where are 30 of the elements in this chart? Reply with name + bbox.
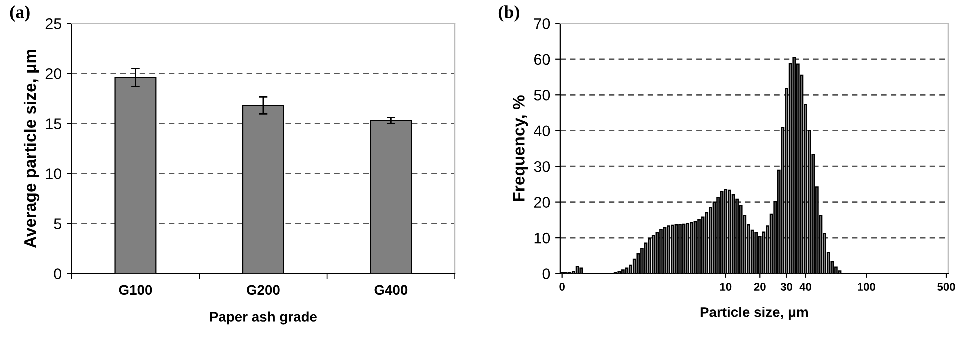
- y-tick-label: 0: [542, 268, 550, 280]
- y-tick-label: 50: [534, 90, 550, 101]
- x-axis-title: Particle size, μm: [700, 307, 808, 320]
- x-tick-label: G100: [119, 285, 152, 296]
- y-axis-title: Frequency, %: [513, 96, 528, 202]
- y-tick-label: 60: [534, 54, 550, 66]
- x-tick-label: 20: [754, 283, 766, 291]
- y-tick-label: 0: [54, 268, 62, 280]
- y-tick-label: 25: [46, 18, 62, 30]
- y-axis-title: Average particle size, μm: [24, 50, 40, 248]
- y-tick-label: 10: [46, 168, 62, 180]
- y-tick-label: 20: [534, 197, 550, 208]
- y-tick-label: 10: [534, 232, 550, 244]
- y-tick-label: 40: [534, 126, 550, 137]
- x-tick-label: G200: [247, 285, 280, 296]
- x-tick-label: 30: [780, 283, 792, 291]
- x-tick-label: 10: [720, 283, 732, 291]
- y-tick-label: 70: [534, 18, 550, 30]
- y-tick-label: 20: [46, 68, 62, 80]
- y-tick-label: 5: [54, 218, 62, 230]
- y-tick-label: 30: [534, 161, 550, 172]
- y-tick-label: 15: [46, 118, 62, 130]
- x-tick-label: 100: [858, 283, 876, 291]
- x-tick-label: 0: [560, 283, 565, 291]
- x-tick-label: 500: [938, 283, 956, 291]
- chart-title: (b): [498, 6, 520, 22]
- x-tick-label: 40: [800, 283, 812, 291]
- chart-title: (a): [10, 6, 30, 22]
- x-axis-title: Paper ash grade: [210, 312, 318, 325]
- x-tick-label: G400: [374, 285, 408, 296]
